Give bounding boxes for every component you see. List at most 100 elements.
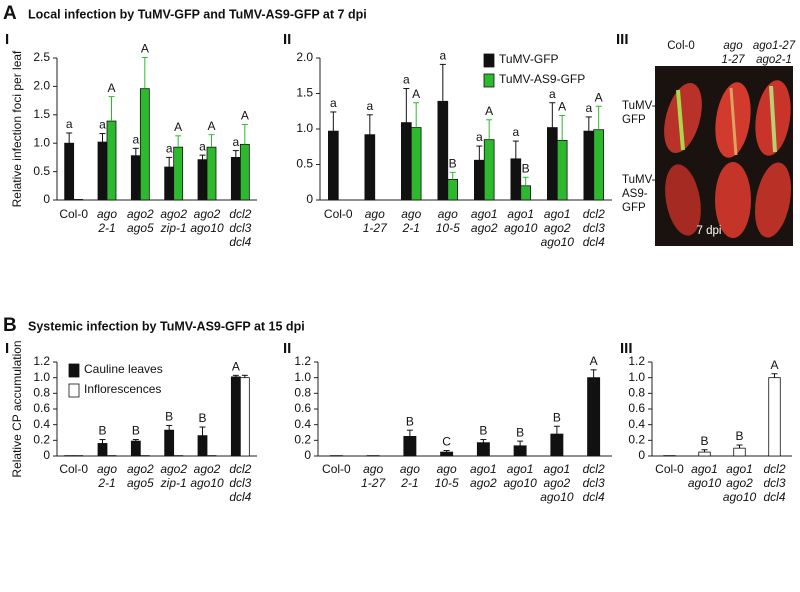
x-tick-label: ago bbox=[363, 462, 383, 476]
error-bar bbox=[512, 140, 519, 159]
x-tick-label: dcl2 bbox=[229, 207, 251, 221]
significance-letter: a bbox=[512, 125, 519, 139]
bar bbox=[139, 88, 150, 201]
y-tick-label: 0.4 bbox=[294, 417, 311, 431]
error-bar bbox=[241, 123, 248, 145]
y-tick-label: 0.4 bbox=[33, 417, 50, 431]
bar bbox=[513, 445, 527, 457]
x-tick-label: ago10 bbox=[541, 235, 575, 249]
column-label: ago2-1 bbox=[756, 54, 792, 66]
column-label: ago1-27 bbox=[753, 40, 796, 52]
legend-swatch bbox=[483, 73, 495, 88]
panel-label: I bbox=[5, 340, 9, 357]
x-tick-label: ago2 bbox=[544, 221, 571, 235]
x-tick-label: dcl2 bbox=[583, 462, 605, 476]
x-tick-label: ago bbox=[365, 207, 385, 221]
y-tick-label: 0 bbox=[43, 192, 50, 206]
bar bbox=[239, 143, 250, 201]
significance-letter: A bbox=[141, 42, 149, 56]
bar bbox=[410, 127, 422, 201]
y-tick-label: 1.0 bbox=[294, 370, 311, 384]
y-tick-label: 0.2 bbox=[33, 433, 50, 447]
error-bar bbox=[199, 426, 206, 436]
significance-letter: A bbox=[207, 119, 215, 133]
error-bar bbox=[232, 150, 239, 158]
error-bar bbox=[175, 135, 182, 148]
significance-letter: A bbox=[770, 358, 778, 372]
x-tick-label: ago10 bbox=[688, 476, 722, 490]
bar bbox=[139, 455, 150, 457]
error-bar bbox=[517, 440, 524, 446]
y-tick-label: 1.0 bbox=[33, 370, 50, 384]
bar bbox=[239, 377, 250, 457]
error-bar bbox=[443, 450, 450, 453]
error-bar bbox=[208, 134, 215, 148]
x-tick-label: Col-0 bbox=[655, 462, 684, 476]
bar bbox=[400, 122, 412, 201]
y-tick-label: 1.2 bbox=[294, 354, 311, 368]
bar bbox=[698, 451, 711, 457]
error-bar bbox=[486, 119, 493, 140]
x-tick-label: ago1 bbox=[470, 462, 497, 476]
y-tick-label: 0.6 bbox=[294, 401, 311, 415]
y-tick-label: 0.8 bbox=[628, 386, 645, 400]
column-label: ago bbox=[723, 40, 743, 52]
error-bar bbox=[166, 156, 173, 168]
error-bar bbox=[141, 56, 148, 89]
section-title: Systemic infection by TuMV-AS9-GFP at 15… bbox=[28, 319, 305, 333]
x-tick-label: ago5 bbox=[127, 476, 154, 490]
significance-letter: a bbox=[403, 73, 410, 87]
error-bar bbox=[553, 425, 560, 435]
x-tick-label: ago1 bbox=[471, 207, 498, 221]
x-tick-label: Col-0 bbox=[59, 462, 88, 476]
error-bar bbox=[549, 102, 556, 128]
x-tick-label: ago10 bbox=[503, 476, 537, 490]
bar bbox=[73, 455, 84, 457]
significance-letter: a bbox=[232, 135, 239, 149]
x-tick-label: ago1 bbox=[726, 462, 753, 476]
photo-caption: 7 dpi bbox=[697, 225, 722, 237]
significance-letter: a bbox=[66, 117, 73, 131]
significance-letter: a bbox=[132, 132, 139, 146]
bar bbox=[476, 442, 490, 457]
panel-label: III bbox=[620, 340, 633, 357]
error-bar bbox=[366, 114, 373, 135]
x-tick-label: ago bbox=[97, 207, 117, 221]
x-tick-label: zip-1 bbox=[160, 476, 187, 490]
bar bbox=[473, 159, 485, 201]
x-tick-label: ago1 bbox=[544, 207, 571, 221]
x-tick-label: dcl3 bbox=[229, 221, 251, 235]
significance-letter: a bbox=[549, 87, 556, 101]
x-tick-label: ago10 bbox=[723, 490, 757, 504]
column-label: 1-27 bbox=[721, 54, 745, 66]
x-tick-label: ago10 bbox=[540, 490, 574, 504]
photo-panel: III Col-0 ago 1-27 ago1-27 ago2-1 TuMV- … bbox=[616, 31, 796, 246]
significance-letter: A bbox=[595, 90, 603, 104]
bar bbox=[173, 455, 184, 457]
significance-letter: a bbox=[439, 49, 446, 63]
error-bar bbox=[413, 102, 420, 128]
x-tick-label: dcl4 bbox=[229, 235, 251, 249]
bar bbox=[164, 166, 175, 201]
y-axis-label: Relative CP accumulation bbox=[10, 340, 24, 477]
significance-letter: A bbox=[241, 109, 249, 123]
panel-label: III bbox=[616, 31, 629, 48]
bar bbox=[483, 139, 495, 201]
bar bbox=[440, 451, 454, 457]
x-tick-label: ago2 bbox=[160, 207, 187, 221]
error-bar bbox=[736, 444, 743, 449]
x-tick-label: ago2 bbox=[470, 476, 497, 490]
bar bbox=[64, 455, 75, 457]
legend-label: Cauline leaves bbox=[84, 362, 163, 376]
bar bbox=[366, 455, 380, 457]
error-bar bbox=[595, 105, 602, 130]
bar bbox=[173, 146, 184, 201]
bar bbox=[197, 435, 208, 457]
x-tick-label: dcl4 bbox=[763, 490, 785, 504]
x-tick-label: ago bbox=[401, 207, 421, 221]
significance-letter: A bbox=[412, 87, 420, 101]
legend-label: TuMV-AS9-GFP bbox=[499, 72, 585, 86]
error-bar bbox=[66, 132, 73, 144]
significance-letter: B bbox=[98, 424, 106, 438]
x-tick-label: dcl3 bbox=[583, 476, 605, 490]
